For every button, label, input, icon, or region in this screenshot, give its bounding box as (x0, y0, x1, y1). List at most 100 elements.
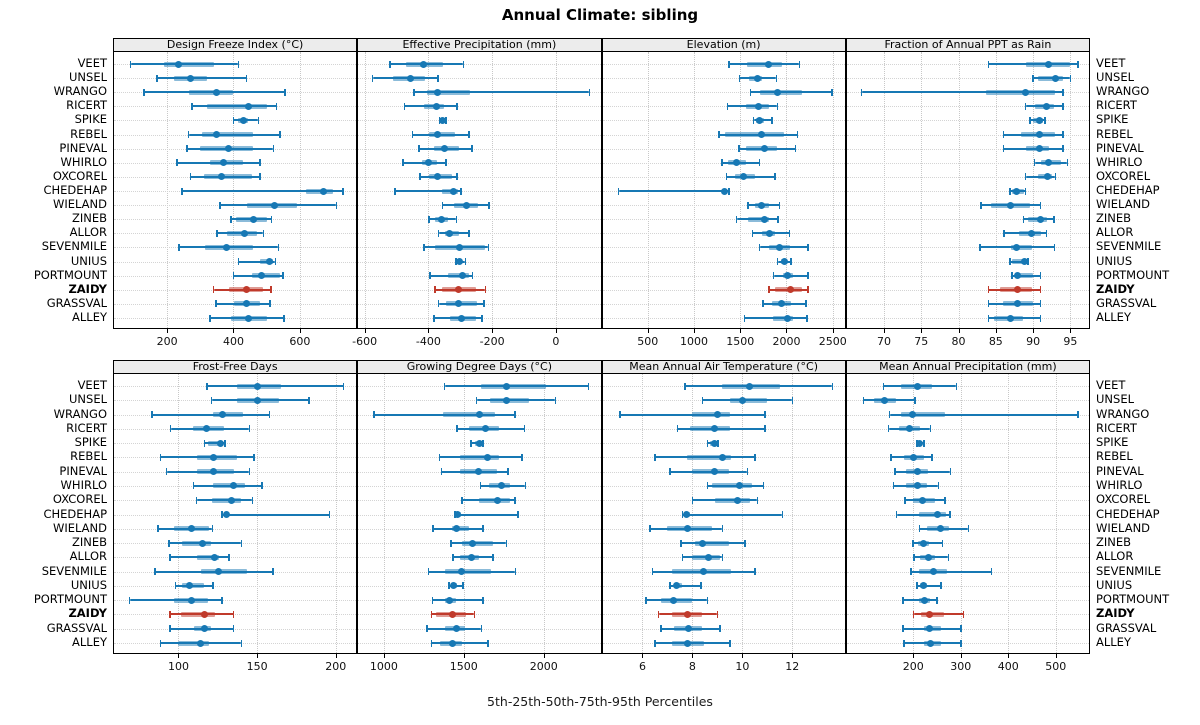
median-dot (1044, 159, 1052, 167)
panel-strip: Effective Precipitation (mm) (357, 38, 602, 52)
whisker-cap-low (649, 525, 651, 533)
median-dot (211, 553, 219, 561)
median-dot (449, 582, 457, 590)
row-gridline (846, 628, 1089, 630)
median-dot (1043, 102, 1050, 110)
whisker-cap-low (1002, 131, 1005, 139)
axis-tick (299, 329, 301, 333)
station-label-right: UNSEL (1096, 70, 1134, 85)
iqr-box (442, 188, 459, 194)
median-dot (258, 272, 266, 280)
whisker-cap-high (521, 453, 523, 461)
panel-body (113, 51, 358, 329)
station-label-left: SEVENMILE (41, 239, 107, 254)
whisker-cap-high (468, 131, 470, 139)
median-dot (463, 201, 471, 209)
axis-tick (786, 329, 788, 333)
row-gridline (358, 233, 601, 235)
median-dot (188, 596, 196, 604)
vertical-gridline (335, 374, 337, 653)
row-gridline (846, 191, 1089, 192)
whisker-cap-low (1002, 145, 1005, 153)
whisker-cap-low (887, 425, 890, 433)
iqr-box (1015, 273, 1034, 279)
row-gridline (114, 628, 357, 630)
whisker-cap-high (1062, 102, 1064, 110)
whisker-cap-low (212, 286, 215, 294)
whisker-cap-high (791, 396, 794, 404)
whisker-cap-high (272, 568, 274, 576)
whisker-cap-high (517, 511, 519, 518)
whisker-cap-low (419, 173, 421, 181)
median-dot (738, 396, 746, 404)
whisker-cap-high (232, 610, 235, 618)
axis-tick-label: 70 (877, 335, 892, 348)
whisker-cap-high (944, 496, 946, 504)
whisker-cap-low (128, 596, 131, 604)
median-dot (929, 568, 937, 576)
median-dot (1013, 187, 1021, 195)
row-gridline (602, 557, 845, 559)
panel-6: Growing Degree Days (°C) 1000 1500 2000 (357, 360, 602, 680)
whisker-cap-high (270, 286, 272, 294)
median-dot (776, 243, 784, 251)
axis-tick-label: 500 (637, 335, 659, 348)
whisker-cap-high (514, 411, 516, 419)
axis-tick (921, 329, 923, 333)
axis-tick-label: 400 (222, 335, 244, 348)
whisker-cap-low (230, 215, 232, 223)
whisker-cap-high (796, 131, 799, 139)
whisker-cap-low (681, 553, 684, 561)
whisker-cap-high (259, 173, 261, 181)
whisker-cap-high (1062, 131, 1064, 139)
station-label-left: WRANGO (53, 84, 107, 99)
median-dot (244, 314, 252, 322)
whisker-cap-low (862, 396, 865, 404)
row-gridline (114, 528, 357, 530)
station-label-right: UNIUS (1096, 577, 1133, 592)
whisker-cap-low (1032, 74, 1034, 82)
whisker-cap-low (441, 201, 444, 209)
row-gridline (114, 261, 357, 263)
panel-2: Effective Precipitation (mm) -600 -400 -200… (352, 38, 602, 355)
whisker-cap-low (176, 159, 178, 167)
whisker-cap-low (371, 74, 374, 82)
row-gridline (846, 261, 1089, 263)
station-label-left: CHEDEHAP (43, 183, 107, 197)
whisker-cap-low (403, 102, 406, 110)
iqr-box (251, 273, 280, 279)
whisker-cap-low (129, 60, 132, 68)
whisker-cap-low (987, 300, 990, 308)
median-dot (1035, 145, 1043, 153)
station-label-right: ZINEB (1096, 211, 1132, 226)
whisker-cap-high (262, 229, 265, 237)
axis-tick-label: -600 (352, 335, 378, 348)
whisker-cap-low (890, 453, 892, 461)
axis-tick (647, 329, 649, 333)
iqr-box (918, 512, 946, 517)
vertical-gridline (786, 52, 788, 328)
whisker-cap-low (895, 511, 898, 518)
whisker-cap-high (831, 382, 833, 390)
station-label-left: ALLOR (69, 225, 107, 240)
median-dot (711, 425, 719, 433)
station-label-right: ALLEY (1096, 310, 1131, 324)
station-label-left: ZINEB (71, 535, 107, 550)
panel-1: Design Freeze Index (°C) 200 400 600 (113, 38, 358, 355)
whisker-cap-high (274, 258, 277, 266)
row-gridline (846, 176, 1089, 178)
iqr-box (447, 273, 469, 279)
row-gridline (846, 219, 1089, 221)
row-gridline (846, 543, 1089, 545)
row-gridline (846, 78, 1089, 80)
whisker-cap-high (554, 396, 557, 404)
vertical-gridline (492, 52, 494, 328)
whisker-cap-low (768, 286, 770, 294)
whisker-cap-low (156, 74, 158, 82)
whisker-cap-low (903, 639, 905, 647)
panel-strip: Mean Annual Precipitation (mm) (845, 360, 1090, 374)
axis-tick (1033, 329, 1035, 333)
iqr-box (692, 412, 730, 418)
whisker-line (917, 584, 941, 587)
whisker-cap-high (777, 215, 779, 223)
